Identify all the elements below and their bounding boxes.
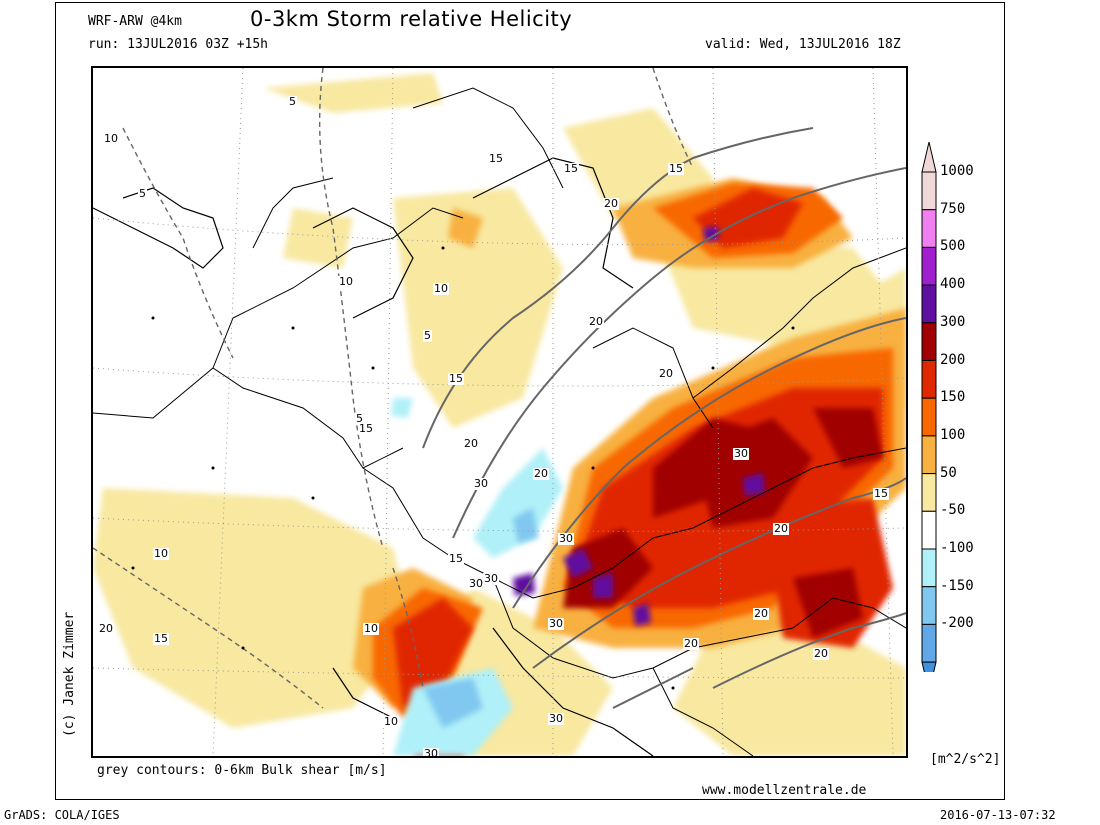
contour-label: 5 xyxy=(355,412,364,425)
contour-label: 10 xyxy=(363,622,379,635)
colorbar-tick-label: -100 xyxy=(940,540,974,556)
colorbar-tick-label: 50 xyxy=(940,464,957,481)
contour-label: 5 xyxy=(138,187,147,200)
units-label: [m^2/s^2] xyxy=(930,752,1001,767)
colorbar-tick-label: 750 xyxy=(940,200,966,217)
contour-label: 20 xyxy=(603,197,619,210)
run-label: run: 13JUL2016 03Z +15h xyxy=(88,37,269,52)
colorbar-swatch xyxy=(921,322,937,362)
chart-title: 0-3km Storm relative Helicity xyxy=(250,7,573,31)
contour-label: 15 xyxy=(488,152,504,165)
helicity-field xyxy=(93,73,906,756)
coastlines xyxy=(93,157,654,756)
contour-note: grey contours: 0-6km Bulk shear [m/s] xyxy=(97,763,387,778)
contour-label: 20 xyxy=(463,437,479,450)
contour-label: 30 xyxy=(558,532,574,545)
city-dots xyxy=(131,246,795,690)
contour-label: 20 xyxy=(773,522,789,535)
colorbar-tick-label: -200 xyxy=(940,615,974,632)
colorbar-tick-label: 150 xyxy=(940,389,966,406)
contour-label: 5 xyxy=(423,329,432,342)
colorbar-swatch xyxy=(921,397,937,437)
contour-label: 30 xyxy=(733,447,749,460)
contour-label: 15 xyxy=(563,162,579,175)
colorbar-swatch xyxy=(921,510,937,550)
contour-label: 10 xyxy=(103,132,119,145)
contour-label: 20 xyxy=(98,622,114,635)
colorbar-swatch xyxy=(921,209,937,248)
contour-label: 20 xyxy=(753,607,769,620)
contour-label: 20 xyxy=(588,315,604,328)
helicity-map: 5 5 5 5 10 10 10 10 10 10 15 15 15 15 15 15 15 15 20 20 20 20… xyxy=(91,66,908,758)
contour-label: 15 xyxy=(668,162,684,175)
contour-label: 20 xyxy=(533,467,549,480)
contour-label: 30 xyxy=(548,617,564,630)
author-credit: (c) Janek Zimmer xyxy=(62,611,77,737)
contour-label: 30 xyxy=(423,747,439,758)
shear-contours-dashed xyxy=(93,68,694,709)
contour-label: 20 xyxy=(658,367,674,380)
colorbar-tick-label: 500 xyxy=(940,238,966,255)
contour-label: 10 xyxy=(433,282,449,295)
colorbar-swatch xyxy=(921,473,937,512)
colorbar-tick-label: 300 xyxy=(940,313,966,330)
contour-label: 30 xyxy=(468,577,484,590)
contour-label: 15 xyxy=(448,552,464,565)
figure-frame xyxy=(55,2,1005,800)
website-link[interactable]: www.modellzentrale.de xyxy=(702,783,867,798)
grads-credit: GrADS: COLA/IGES xyxy=(4,808,120,822)
contour-label: 10 xyxy=(153,547,169,560)
country-borders xyxy=(93,87,906,756)
colorbar-tick-label: -150 xyxy=(940,577,974,594)
contour-label: 15 xyxy=(448,372,464,385)
contour-label: 15 xyxy=(358,422,374,435)
colorbar-tick-label: 200 xyxy=(940,351,966,368)
timestamp: 2016-07-13-07:32 xyxy=(940,808,1056,822)
colorbar-swatch xyxy=(921,623,937,663)
map-canvas xyxy=(93,68,906,756)
colorbar-swatch xyxy=(921,435,937,475)
contour-label: 20 xyxy=(813,647,829,660)
colorbar-tick-label: 400 xyxy=(940,276,966,293)
model-label: WRF-ARW @4km xyxy=(88,14,182,29)
colorbar-tick-label: 1000 xyxy=(940,163,974,179)
colorbar-bottom-arrow xyxy=(921,661,937,672)
contour-label: 30 xyxy=(483,572,499,585)
colorbar-top-arrow xyxy=(921,142,937,173)
colorbar-tick-label: 100 xyxy=(940,426,966,443)
colorbar xyxy=(921,142,937,672)
contour-label: 5 xyxy=(288,95,297,108)
contour-label: 10 xyxy=(383,715,399,728)
colorbar-swatch xyxy=(921,171,937,211)
contour-label: 30 xyxy=(548,712,564,725)
contour-label: 15 xyxy=(873,487,889,500)
colorbar-swatch xyxy=(921,360,937,399)
colorbar-swatch xyxy=(921,586,937,625)
colorbar-tick-label: -50 xyxy=(940,502,966,519)
contour-label: 10 xyxy=(338,275,354,288)
colorbar-swatch xyxy=(921,284,937,324)
colorbar-swatch xyxy=(921,548,937,588)
contour-label: 15 xyxy=(153,632,169,645)
valid-label: valid: Wed, 13JUL2016 18Z xyxy=(705,37,901,52)
contour-label: 30 xyxy=(473,477,489,490)
colorbar-swatch xyxy=(921,246,937,286)
contour-label: 20 xyxy=(683,637,699,650)
